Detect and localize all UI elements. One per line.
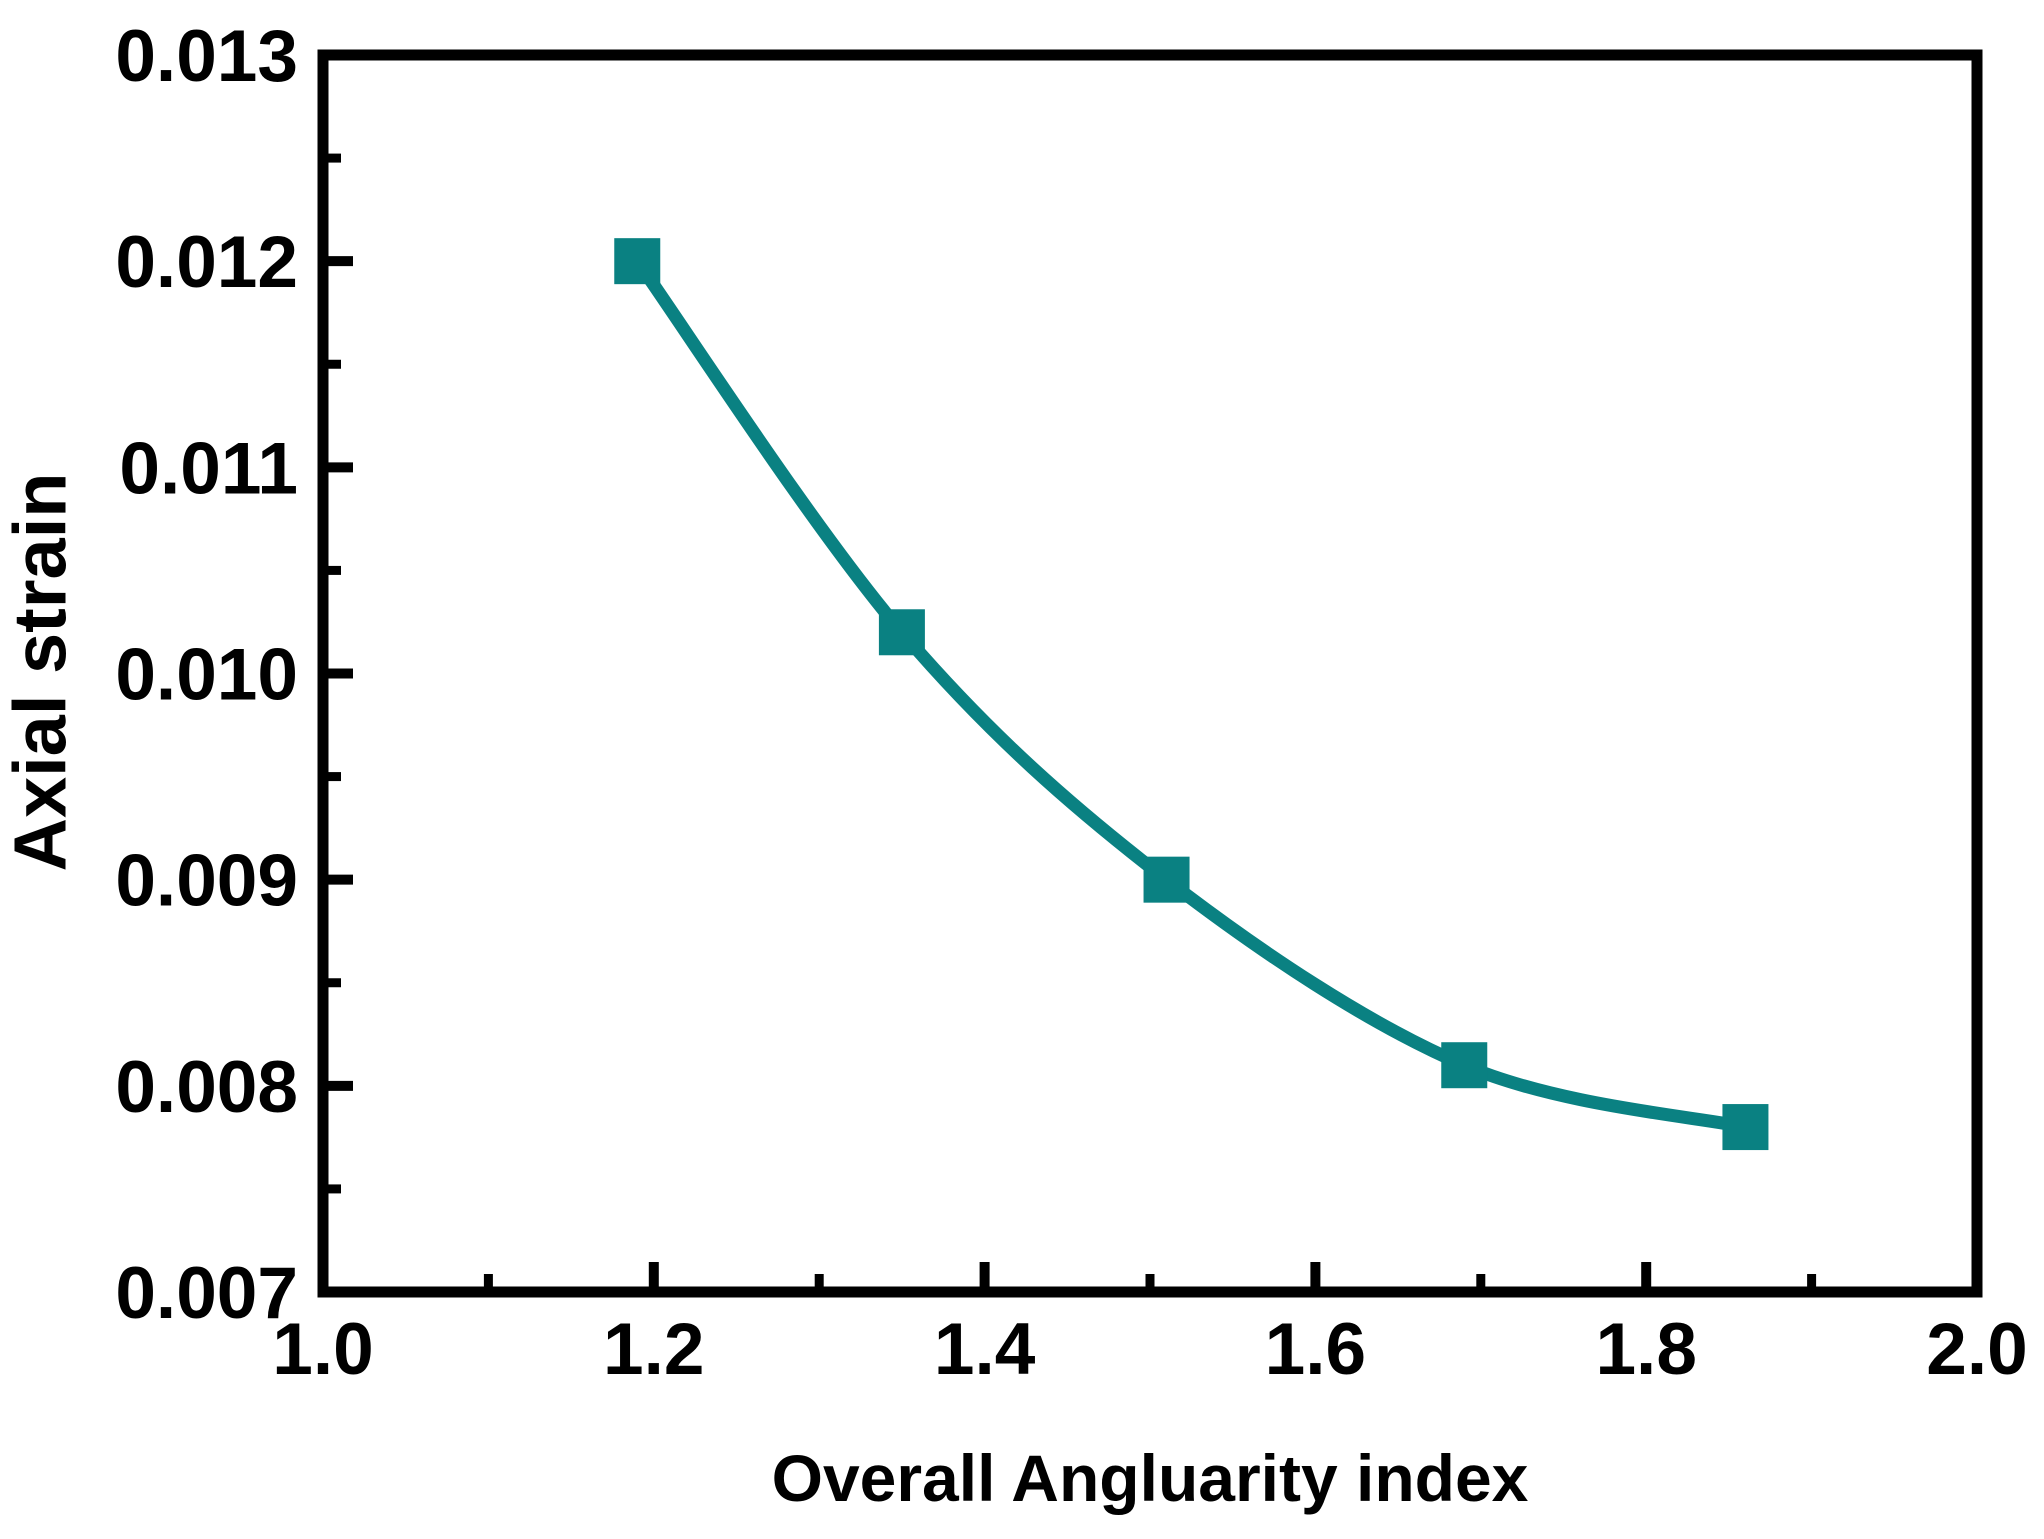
y-tick-label: 0.010 — [115, 635, 298, 716]
data-point-marker — [1441, 1042, 1488, 1089]
x-tick-label: 2.0 — [1926, 1309, 2027, 1390]
y-tick-label: 0.008 — [115, 1047, 298, 1128]
y-axis-title: Axial strain — [0, 472, 82, 872]
y-tick-label: 0.013 — [115, 16, 298, 97]
y-tick-label: 0.012 — [115, 222, 298, 303]
data-point-marker — [878, 609, 925, 656]
x-tick-label: 1.4 — [934, 1309, 1036, 1390]
x-axis-title: Overall Angluarity index — [771, 1441, 1529, 1515]
y-tick-label: 0.009 — [115, 841, 298, 922]
plot-box — [317, 49, 1983, 1298]
x-tick-label: 1.2 — [603, 1309, 704, 1390]
y-tick-label: 0.007 — [115, 1253, 298, 1334]
y-tick-label: 0.011 — [119, 428, 298, 509]
x-tick-label: 1.6 — [1265, 1309, 1366, 1390]
data-point-marker — [1722, 1104, 1769, 1151]
series-line — [630, 254, 1752, 1134]
x-tick-label: 1.0 — [272, 1309, 373, 1390]
data-point-marker — [614, 238, 661, 285]
x-tick-label: 1.8 — [1595, 1309, 1696, 1390]
data-point-marker — [1143, 856, 1190, 903]
